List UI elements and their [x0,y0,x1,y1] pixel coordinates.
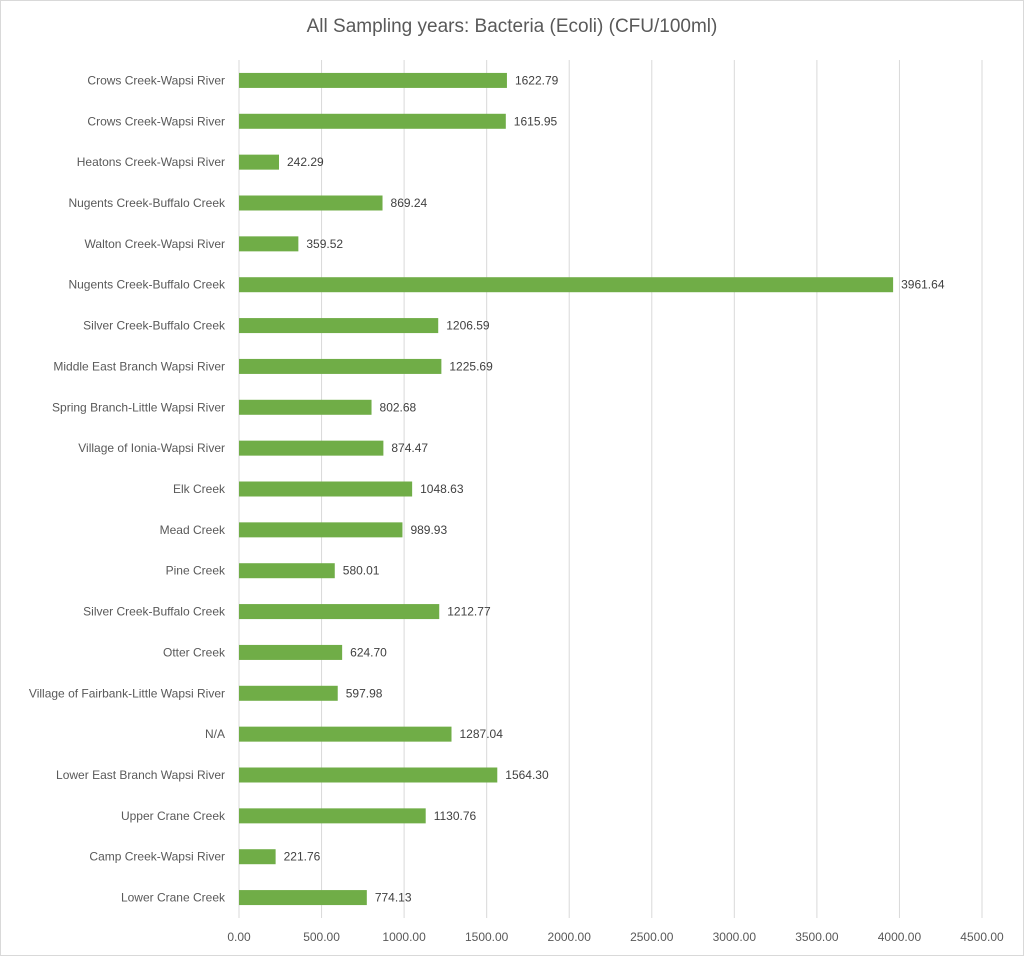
bar [239,767,498,783]
bar [239,277,894,293]
bar [239,849,276,865]
category-label: Heatons Creek-Wapsi River [77,155,225,169]
value-label: 1287.04 [460,727,504,741]
bar [239,399,372,415]
bar [239,563,335,579]
x-tick-label: 2500.00 [630,930,674,944]
value-label: 597.98 [346,686,383,700]
category-label: Crows Creek-Wapsi River [87,73,225,87]
category-label: Spring Branch-Little Wapsi River [52,400,225,414]
value-label: 1622.79 [515,73,559,87]
bar [239,195,383,211]
value-label: 624.70 [350,645,387,659]
category-label: Pine Creek [166,564,226,578]
x-tick-label: 4000.00 [878,930,922,944]
value-label: 1048.63 [420,482,464,496]
value-label: 802.68 [380,400,417,414]
category-label: Village of Ionia-Wapsi River [78,441,225,455]
value-label: 874.47 [391,441,428,455]
category-label: Middle East Branch Wapsi River [53,359,225,373]
x-tick-label: 4500.00 [960,930,1004,944]
value-label: 1130.76 [434,809,477,823]
category-label: Otter Creek [163,645,226,659]
value-label: 774.13 [375,891,412,905]
value-label: 3961.64 [901,278,945,292]
bar [239,522,403,538]
x-tick-label: 3000.00 [713,930,757,944]
bar [239,644,343,660]
value-label: 221.76 [284,850,321,864]
value-label: 989.93 [410,523,447,537]
x-tick-label: 2000.00 [548,930,592,944]
category-label: Elk Creek [173,482,226,496]
value-label: 1212.77 [447,605,491,619]
bar [239,72,507,88]
category-label: Walton Creek-Wapsi River [85,237,225,251]
value-label: 580.01 [343,564,380,578]
category-label: N/A [205,727,225,741]
category-label: Silver Creek-Buffalo Creek [83,319,226,333]
bar [239,481,413,497]
value-label: 1564.30 [505,768,549,782]
category-label: Village of Fairbank-Little Wapsi River [29,686,225,700]
value-label: 1615.95 [514,114,558,128]
bar [239,808,426,824]
x-tick-label: 1500.00 [465,930,509,944]
category-label: Lower Crane Creek [121,891,226,905]
bar [239,685,338,701]
category-label: Mead Creek [160,523,226,537]
chart-title: All Sampling years: Bacteria (Ecoli) (CF… [306,16,718,37]
x-tick-label: 3500.00 [795,930,839,944]
bar [239,604,440,620]
bar [239,440,384,456]
value-label: 242.29 [287,155,324,169]
category-label: Nugents Creek-Buffalo Creek [68,278,226,292]
bar [239,726,452,742]
category-label: Silver Creek-Buffalo Creek [83,605,226,619]
bar [239,113,506,129]
bar [239,890,367,906]
category-label: Camp Creek-Wapsi River [89,850,225,864]
x-tick-label: 0.00 [227,930,251,944]
value-label: 1206.59 [446,319,490,333]
x-tick-label: 500.00 [303,930,340,944]
value-label: 359.52 [306,237,343,251]
bar [239,236,299,252]
value-label: 869.24 [391,196,428,210]
bar [239,358,442,374]
category-label: Nugents Creek-Buffalo Creek [68,196,226,210]
x-tick-label: 1000.00 [382,930,426,944]
category-label: Crows Creek-Wapsi River [87,114,225,128]
category-label: Lower East Branch Wapsi River [56,768,225,782]
category-label: Upper Crane Creek [121,809,226,823]
bar [239,154,280,170]
bar [239,318,439,334]
value-label: 1225.69 [449,359,493,373]
